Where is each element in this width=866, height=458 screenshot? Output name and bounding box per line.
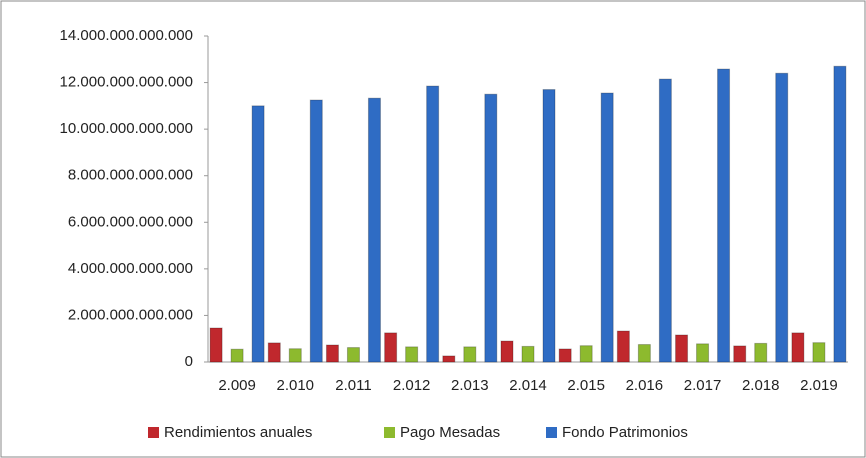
x-tick-label: 2.009 xyxy=(218,377,256,394)
x-tick-label: 2.010 xyxy=(276,377,314,394)
bar xyxy=(230,348,244,363)
y-tick-label: 12.000.000.000.000 xyxy=(60,74,193,91)
bar xyxy=(675,334,689,363)
x-tick-label: 2.014 xyxy=(509,377,547,394)
bar xyxy=(251,105,265,363)
bar xyxy=(637,344,651,363)
bar xyxy=(367,97,381,363)
x-tick-label: 2.015 xyxy=(567,377,605,394)
bar xyxy=(346,347,360,363)
bar xyxy=(384,332,398,363)
y-tick-label: 8.000.000.000.000 xyxy=(68,167,193,184)
x-tick-label: 2.013 xyxy=(451,377,489,394)
bar xyxy=(717,68,731,363)
legend-swatch xyxy=(546,427,557,438)
bar xyxy=(309,99,323,363)
y-tick-label: 4.000.000.000.000 xyxy=(68,260,193,277)
bar xyxy=(833,65,847,363)
bar xyxy=(405,346,419,363)
bar xyxy=(600,92,614,363)
bar xyxy=(658,78,672,363)
bar xyxy=(463,346,477,363)
x-tick-label: 2.018 xyxy=(742,377,780,394)
bar xyxy=(558,348,572,363)
bar xyxy=(267,342,281,363)
bar xyxy=(579,345,593,363)
bar xyxy=(442,355,456,363)
bar xyxy=(733,345,747,363)
bar xyxy=(209,327,223,363)
x-tick-label: 2.019 xyxy=(800,377,838,394)
y-tick-label: 6.000.000.000.000 xyxy=(68,213,193,230)
y-tick-label: 0 xyxy=(185,353,193,370)
bar xyxy=(696,343,710,363)
bar xyxy=(542,89,556,363)
x-tick-label: 2.012 xyxy=(393,377,431,394)
bar xyxy=(754,342,768,363)
bar xyxy=(426,85,440,363)
bar xyxy=(500,340,514,363)
legend-label: Rendimientos anuales xyxy=(164,424,312,441)
bar xyxy=(325,344,339,363)
y-tick-label: 10.000.000.000.000 xyxy=(60,120,193,137)
y-tick-label: 14.000.000.000.000 xyxy=(60,27,193,44)
legend-swatch xyxy=(148,427,159,438)
bar xyxy=(288,348,302,363)
x-tick-label: 2.011 xyxy=(335,377,371,394)
bar xyxy=(791,332,805,363)
y-tick-label: 2.000.000.000.000 xyxy=(68,306,193,323)
legend-label: Pago Mesadas xyxy=(400,424,500,441)
legend-label: Fondo Patrimonios xyxy=(562,424,688,441)
legend-swatch xyxy=(384,427,395,438)
x-tick-label: 2.016 xyxy=(626,377,664,394)
bar xyxy=(616,330,630,363)
x-tick-label: 2.017 xyxy=(684,377,722,394)
bar xyxy=(812,342,826,363)
bar xyxy=(484,93,498,363)
bar xyxy=(775,72,789,363)
bar xyxy=(521,345,535,363)
